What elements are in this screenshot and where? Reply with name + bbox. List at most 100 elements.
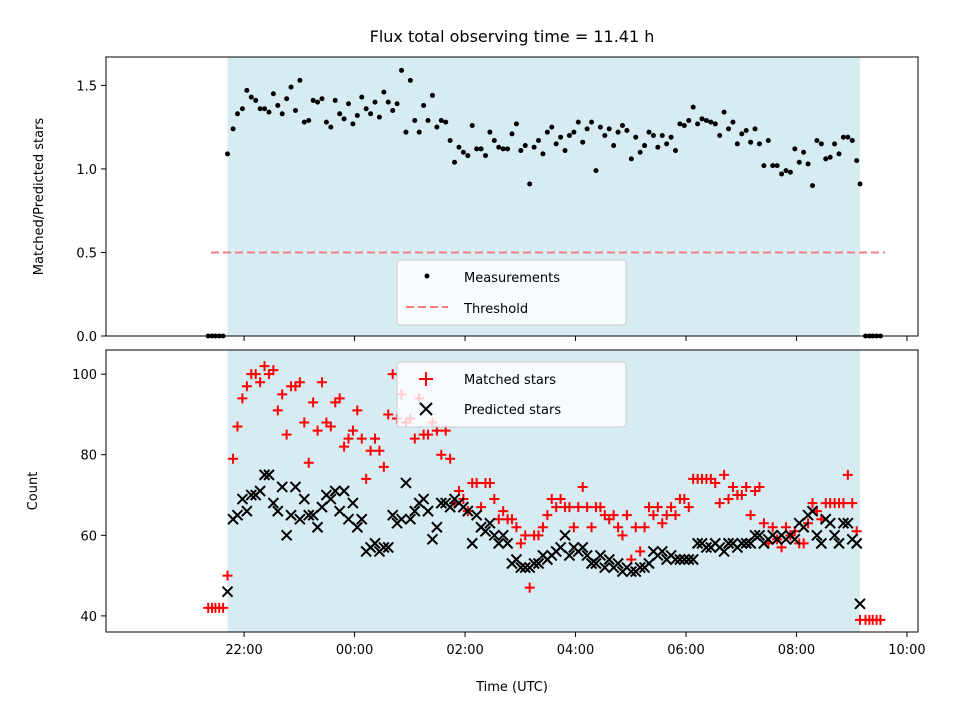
measurement-point: [589, 119, 595, 125]
measurement-point: [642, 143, 648, 149]
top-panel: 0.0 0.5 1.0 1.5 Flux total observing time =…: [32, 27, 919, 345]
matched-star-point: [387, 369, 398, 380]
matched-star-point: [652, 502, 663, 513]
measurement-point: [703, 117, 709, 123]
measurement-point: [266, 109, 272, 115]
measurement-point: [447, 138, 453, 144]
predicted-star-point: [409, 505, 421, 517]
x-tick-label: 02:00: [446, 643, 483, 658]
measurement-point: [761, 163, 767, 169]
measurement-point: [376, 114, 382, 120]
x-tick-label: 06:00: [667, 643, 704, 658]
legend-label-threshold: Threshold: [463, 302, 528, 317]
measurement-point: [288, 84, 294, 90]
matched-star-point: [798, 538, 809, 549]
measurement-point: [527, 181, 533, 187]
measurement-point: [306, 117, 312, 123]
matched-star-point: [232, 421, 243, 432]
measurement-point: [681, 122, 687, 128]
measurement-point: [611, 143, 617, 149]
measurement-point: [412, 117, 418, 123]
measurement-point: [597, 124, 603, 130]
measurement-point: [244, 87, 250, 93]
measurement-point: [337, 111, 343, 117]
measurement-point: [770, 163, 776, 169]
measurement-point: [571, 129, 577, 135]
measurement-point: [686, 117, 692, 123]
measurement-point: [818, 141, 824, 147]
predicted-star-point: [634, 561, 646, 574]
matched-star-point: [445, 453, 456, 464]
measurement-point: [292, 107, 298, 113]
measurement-point: [469, 122, 475, 128]
measurement-point: [394, 101, 400, 107]
matched-star-point: [484, 477, 495, 488]
measurement-point: [854, 158, 860, 164]
predicted-star-point: [744, 537, 757, 550]
predicted-star-point: [484, 517, 496, 529]
matched-star-point: [312, 425, 323, 436]
predicted-star-point: [294, 513, 306, 525]
predicted-star-point: [298, 493, 311, 505]
measurement-point: [540, 151, 546, 157]
matched-star-point: [383, 409, 394, 420]
predicted-star-point: [395, 513, 408, 525]
predicted-star-point: [789, 533, 801, 546]
matched-star-point: [807, 498, 818, 509]
measurement-point: [403, 129, 409, 135]
measurement-point: [779, 171, 785, 177]
measurement-point: [814, 138, 820, 144]
bottom-y-axis-label: Count: [26, 472, 41, 511]
measurement-point: [743, 128, 749, 134]
measurement-point: [491, 138, 497, 144]
predicted-star-point: [382, 541, 394, 554]
measurement-point: [354, 112, 360, 118]
top-legend-box: [396, 259, 627, 326]
predicted-star-point: [245, 489, 257, 501]
measurement-point: [756, 141, 762, 147]
measurement-point: [699, 116, 705, 122]
measurement-point: [664, 141, 670, 147]
matched-star-point: [542, 510, 553, 521]
predicted-star-point: [625, 565, 638, 578]
measurement-point: [739, 131, 745, 137]
matched-star-point: [436, 449, 447, 460]
matched-star-point: [582, 502, 593, 513]
predicted-star-point: [231, 509, 244, 521]
predicted-star-point: [431, 521, 443, 533]
y-tick-label: 40: [80, 610, 97, 625]
measurement-point: [730, 119, 736, 125]
matched-star-point: [489, 494, 500, 505]
predicted-star-point: [311, 521, 324, 533]
measurement-point: [827, 154, 833, 160]
measurement-point: [584, 126, 590, 132]
predicted-star-point: [417, 493, 430, 505]
measurement-point: [606, 126, 612, 132]
measurement-point: [673, 148, 679, 154]
measurement-point: [399, 67, 405, 73]
predicted-star-point: [753, 529, 766, 542]
legend-marker-measurements: [424, 273, 430, 279]
matched-star-point: [586, 522, 597, 533]
legend-label-matched: Matched stars: [464, 373, 556, 388]
y-tick-label: 1.5: [76, 79, 97, 94]
predicted-star-point: [510, 553, 523, 566]
measurement-point: [774, 163, 780, 169]
matched-star-point: [316, 377, 327, 388]
matched-star-point: [551, 502, 562, 513]
measurement-point: [319, 96, 325, 102]
measurement-point: [668, 134, 674, 140]
predicted-star-point: [824, 517, 836, 529]
predicted-star-point: [797, 521, 810, 533]
predicted-star-point: [289, 481, 302, 493]
measurement-point: [734, 141, 740, 147]
predicted-star-point: [386, 509, 399, 521]
predicted-star-point: [325, 493, 337, 505]
measurement-point: [566, 133, 572, 139]
matched-star-point: [343, 433, 354, 444]
measurement-point: [368, 111, 374, 117]
matched-star-point: [218, 602, 229, 613]
predicted-star-point: [303, 509, 315, 521]
measurement-point: [372, 99, 378, 105]
predicted-star-point: [488, 529, 501, 542]
